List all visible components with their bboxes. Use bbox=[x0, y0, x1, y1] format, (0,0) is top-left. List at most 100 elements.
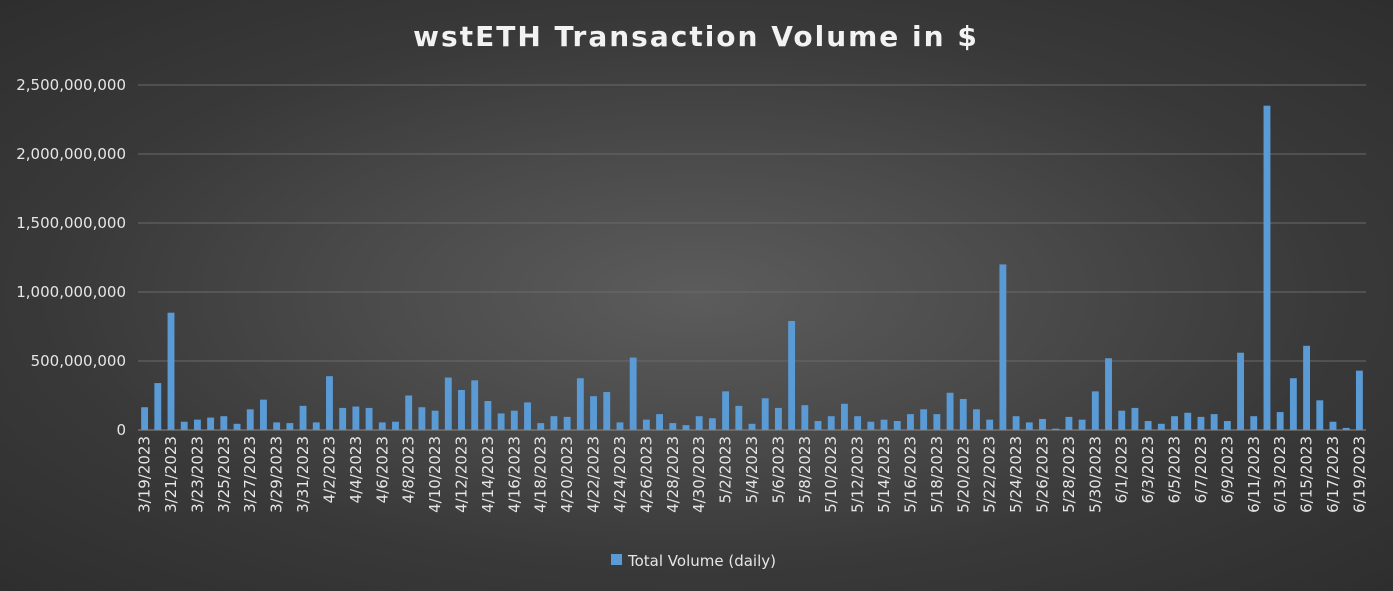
gridlines bbox=[138, 84, 1366, 362]
bar bbox=[1316, 400, 1324, 430]
bar bbox=[1197, 416, 1205, 430]
bar bbox=[550, 416, 558, 430]
bar bbox=[1131, 407, 1139, 430]
bar bbox=[722, 391, 730, 430]
x-tick-label: 6/7/2023 bbox=[1192, 436, 1210, 503]
bar bbox=[656, 414, 664, 430]
bar bbox=[629, 357, 637, 430]
bar bbox=[1237, 352, 1244, 430]
bar bbox=[563, 416, 571, 430]
bar bbox=[207, 417, 215, 430]
x-tick-label: 3/19/2023 bbox=[136, 436, 154, 513]
bar bbox=[959, 398, 967, 430]
bar bbox=[1144, 421, 1152, 430]
x-tick-label: 5/6/2023 bbox=[769, 436, 787, 503]
bar bbox=[1025, 422, 1033, 430]
x-tick-label: 5/14/2023 bbox=[875, 436, 893, 513]
bar bbox=[1105, 358, 1112, 430]
bar bbox=[1065, 416, 1073, 430]
bar bbox=[180, 421, 188, 430]
bar bbox=[246, 409, 254, 430]
bar bbox=[761, 398, 769, 430]
x-tick-label: 3/21/2023 bbox=[162, 436, 180, 513]
x-tick-label: 4/4/2023 bbox=[347, 436, 365, 503]
bar bbox=[708, 418, 716, 430]
bar bbox=[167, 312, 175, 430]
x-tick-label: 6/19/2023 bbox=[1350, 436, 1368, 513]
x-tick-label: 6/3/2023 bbox=[1139, 436, 1157, 503]
bar bbox=[1289, 378, 1297, 430]
bar bbox=[524, 402, 531, 430]
bar bbox=[1210, 414, 1218, 430]
bar bbox=[220, 416, 228, 430]
bar bbox=[827, 416, 835, 430]
bar bbox=[682, 425, 690, 430]
x-tick-label: 3/27/2023 bbox=[241, 436, 259, 513]
bar bbox=[748, 423, 756, 430]
bar bbox=[788, 320, 796, 430]
bar bbox=[1250, 416, 1258, 430]
bar bbox=[933, 414, 941, 430]
bar bbox=[273, 422, 281, 430]
y-tick-label: 1,000,000,000 bbox=[16, 283, 126, 301]
y-tick-label: 2,000,000,000 bbox=[16, 145, 126, 163]
bar bbox=[458, 389, 465, 430]
x-tick-label: 5/4/2023 bbox=[743, 436, 761, 503]
x-tick-label: 4/16/2023 bbox=[505, 436, 523, 513]
bar bbox=[774, 407, 782, 430]
bar bbox=[1091, 391, 1099, 430]
bar bbox=[1303, 345, 1311, 430]
bar bbox=[1118, 410, 1126, 430]
bars bbox=[141, 105, 1363, 430]
bar bbox=[603, 392, 611, 430]
bar bbox=[365, 407, 373, 430]
bar bbox=[471, 380, 479, 430]
bar bbox=[920, 409, 928, 430]
x-tick-label: 5/26/2023 bbox=[1033, 436, 1051, 513]
bar bbox=[854, 416, 862, 430]
bar bbox=[669, 423, 677, 430]
bar bbox=[299, 405, 307, 430]
bar bbox=[907, 414, 914, 430]
bar bbox=[1039, 418, 1046, 430]
x-tick-label: 4/14/2023 bbox=[479, 436, 497, 513]
x-tick-label: 5/16/2023 bbox=[901, 436, 919, 513]
x-tick-label: 5/10/2023 bbox=[822, 436, 840, 513]
bar bbox=[1342, 427, 1350, 430]
bar bbox=[444, 377, 452, 430]
bar bbox=[1052, 428, 1060, 430]
bar bbox=[576, 378, 584, 430]
bar bbox=[537, 423, 545, 430]
x-tick-label: 3/31/2023 bbox=[294, 436, 312, 513]
bar bbox=[339, 407, 347, 430]
bar bbox=[154, 383, 162, 430]
y-tick-label: 2,500,000,000 bbox=[16, 76, 126, 94]
x-tick-label: 6/17/2023 bbox=[1324, 436, 1342, 513]
bar bbox=[141, 407, 149, 430]
legend: Total Volume (daily) bbox=[611, 552, 776, 570]
bar bbox=[616, 422, 624, 430]
bar bbox=[1078, 419, 1086, 430]
bar bbox=[352, 406, 360, 430]
bar bbox=[695, 416, 703, 430]
x-tick-label: 6/15/2023 bbox=[1298, 436, 1316, 513]
x-tick-label: 5/2/2023 bbox=[717, 436, 735, 503]
chart-title: wstETH Transaction Volume in $ bbox=[413, 20, 979, 53]
bar bbox=[880, 419, 888, 430]
x-tick-label: 3/25/2023 bbox=[215, 436, 233, 513]
bar bbox=[431, 410, 439, 430]
bar bbox=[326, 376, 333, 430]
x-tick-label: 4/30/2023 bbox=[690, 436, 708, 513]
x-tick-label: 5/18/2023 bbox=[928, 436, 946, 513]
x-tick-label: 4/24/2023 bbox=[611, 436, 629, 513]
bar bbox=[590, 396, 597, 430]
x-tick-label: 5/24/2023 bbox=[1007, 436, 1025, 513]
bar bbox=[1355, 370, 1363, 430]
bar bbox=[260, 399, 267, 430]
x-tick-label: 4/20/2023 bbox=[558, 436, 576, 513]
x-tick-label: 6/5/2023 bbox=[1166, 436, 1184, 503]
bar bbox=[286, 423, 294, 430]
bar bbox=[1157, 423, 1165, 430]
